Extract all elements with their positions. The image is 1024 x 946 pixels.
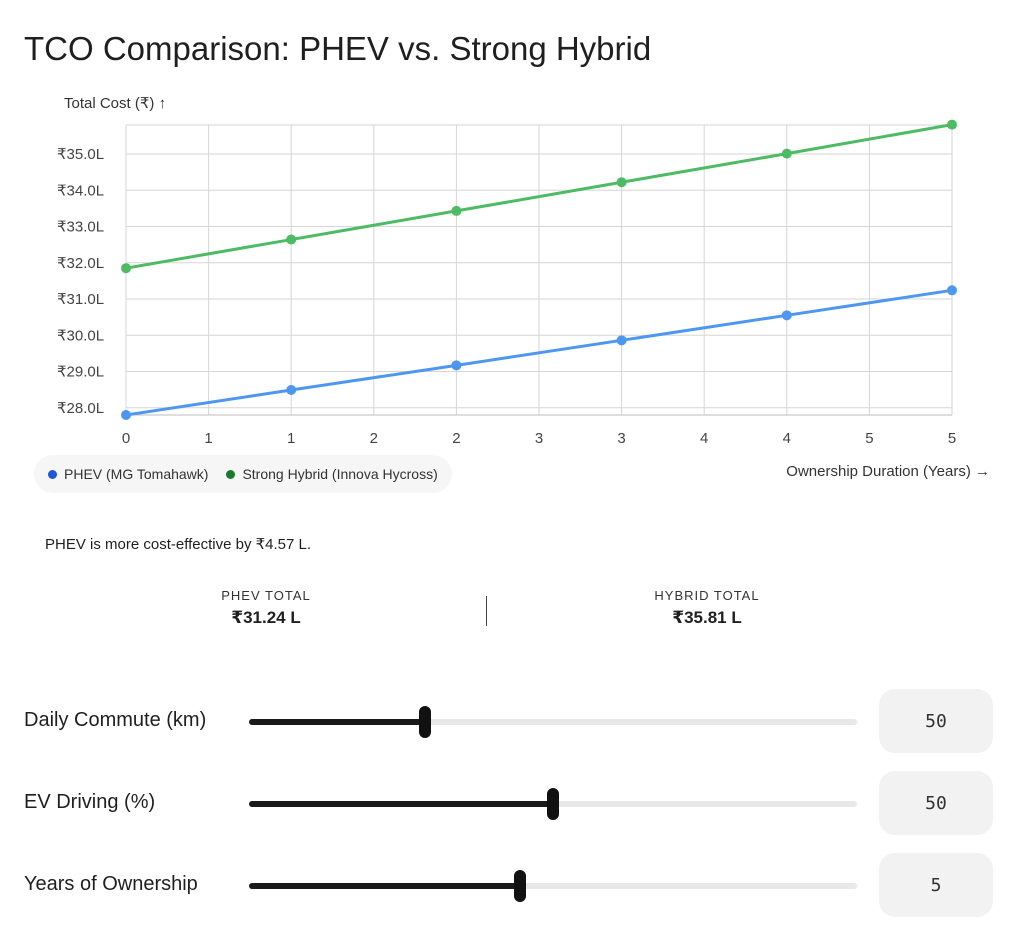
- slider-row-ev-driving: EV Driving (%) 50: [0, 771, 1024, 837]
- data-point-hybrid[interactable]: [947, 119, 957, 130]
- daily-commute-thumb[interactable]: [419, 706, 432, 738]
- series-line-phev: [125, 288, 953, 417]
- legend-label-hybrid: Strong Hybrid (Innova Hycross): [242, 466, 438, 482]
- x-tick-label: 3: [617, 430, 625, 447]
- y-tick-label: ₹29.0L: [57, 364, 104, 381]
- chart-title: TCO Comparison: PHEV vs. Strong Hybrid: [24, 30, 652, 67]
- data-point-phev[interactable]: [121, 410, 131, 420]
- data-point-hybrid[interactable]: [286, 234, 297, 245]
- ev-driving-thumb[interactable]: [547, 788, 559, 820]
- chart-legend: PHEV (MG Tomahawk) Strong Hybrid (Innova…: [34, 455, 452, 493]
- ev-driving-slider[interactable]: [249, 788, 857, 820]
- x-tick-label: 3: [535, 430, 543, 447]
- y-axis-label: Total Cost (₹) ↑: [64, 95, 166, 112]
- y-tick-label: ₹35.0L: [57, 146, 104, 163]
- y-tick-label: ₹31.0L: [57, 291, 104, 308]
- x-tick-label: 0: [122, 430, 130, 447]
- hybrid-total: HYBRID TOTAL ₹35.81 L: [597, 588, 817, 628]
- ev-driving-fill: [249, 801, 553, 807]
- years-ownership-thumb[interactable]: [513, 870, 526, 902]
- legend-dot-phev: [48, 469, 57, 479]
- hybrid-total-value: ₹35.81 L: [672, 608, 742, 627]
- daily-commute-label: Daily Commute (km): [24, 709, 207, 731]
- y-tick-label: ₹28.0L: [57, 400, 104, 417]
- x-tick-label: 4: [783, 430, 791, 447]
- daily-commute-input[interactable]: 50: [879, 689, 993, 753]
- years-ownership-slider[interactable]: [249, 870, 857, 902]
- x-tick-labels: 0 1 1 2 2 3 3 4 4 5 5: [122, 430, 956, 447]
- data-point-hybrid[interactable]: [616, 177, 627, 188]
- data-point-hybrid[interactable]: [781, 148, 792, 159]
- data-point-phev[interactable]: [781, 310, 792, 321]
- x-tick-label: 1: [204, 430, 212, 447]
- data-point-hybrid[interactable]: [121, 263, 131, 274]
- hybrid-total-label: HYBRID TOTAL: [654, 588, 760, 603]
- data-point-hybrid[interactable]: [451, 205, 462, 216]
- series-line-hybrid: [125, 123, 953, 270]
- totals-divider: [486, 596, 487, 626]
- years-ownership-fill: [249, 883, 520, 889]
- legend-dot-hybrid: [226, 469, 236, 479]
- slider-row-daily-commute: Daily Commute (km) 50: [0, 689, 1024, 755]
- summary-text: PHEV is more cost-effective by ₹4.57 L.: [45, 536, 312, 553]
- phev-total: PHEV TOTAL ₹31.24 L: [156, 588, 376, 628]
- phev-total-label: PHEV TOTAL: [221, 588, 311, 603]
- years-ownership-input[interactable]: 5: [879, 853, 993, 917]
- slider-row-years-ownership: Years of Ownership 5: [0, 853, 1024, 919]
- data-point-phev[interactable]: [451, 360, 462, 371]
- series-lines: [125, 123, 953, 417]
- x-tick-label: 2: [452, 430, 460, 447]
- y-tick-label: ₹30.0L: [57, 327, 104, 344]
- y-tick-label: ₹33.0L: [57, 219, 104, 236]
- ev-driving-label: EV Driving (%): [24, 791, 156, 813]
- totals-panel: PHEV TOTAL ₹31.24 L HYBRID TOTAL ₹35.81 …: [0, 588, 1024, 638]
- data-point-phev[interactable]: [286, 384, 297, 395]
- ev-driving-input[interactable]: 50: [879, 771, 993, 835]
- phev-total-value: ₹31.24 L: [231, 608, 301, 627]
- x-tick-label: 4: [700, 430, 708, 447]
- legend-label-phev: PHEV (MG Tomahawk): [64, 466, 209, 482]
- y-tick-label: ₹34.0L: [57, 182, 104, 199]
- data-point-phev[interactable]: [616, 335, 627, 346]
- x-tick-label: 2: [370, 430, 378, 447]
- y-tick-label: ₹32.0L: [57, 255, 104, 272]
- y-tick-labels: ₹28.0L ₹29.0L ₹30.0L ₹31.0L ₹32.0L ₹33.0L ₹34.…: [57, 146, 104, 417]
- x-tick-label: 5: [865, 430, 873, 447]
- legend-item-phev[interactable]: PHEV (MG Tomahawk): [48, 466, 208, 482]
- years-ownership-label: Years of Ownership: [24, 873, 198, 895]
- x-axis-label: Ownership Duration (Years) →: [786, 463, 990, 480]
- legend-item-hybrid[interactable]: Strong Hybrid (Innova Hycross): [226, 466, 438, 482]
- series-points: [121, 119, 957, 420]
- data-point-phev[interactable]: [947, 285, 957, 296]
- daily-commute-fill: [249, 719, 426, 725]
- tco-line-chart: Total Cost (₹) ↑ ₹28.0L ₹29.0L ₹30.0L ₹31.0…: [57, 95, 957, 447]
- daily-commute-slider[interactable]: [249, 706, 857, 738]
- chart-grid: [125, 124, 953, 416]
- x-tick-label: 5: [948, 430, 956, 447]
- x-tick-label: 1: [287, 430, 295, 447]
